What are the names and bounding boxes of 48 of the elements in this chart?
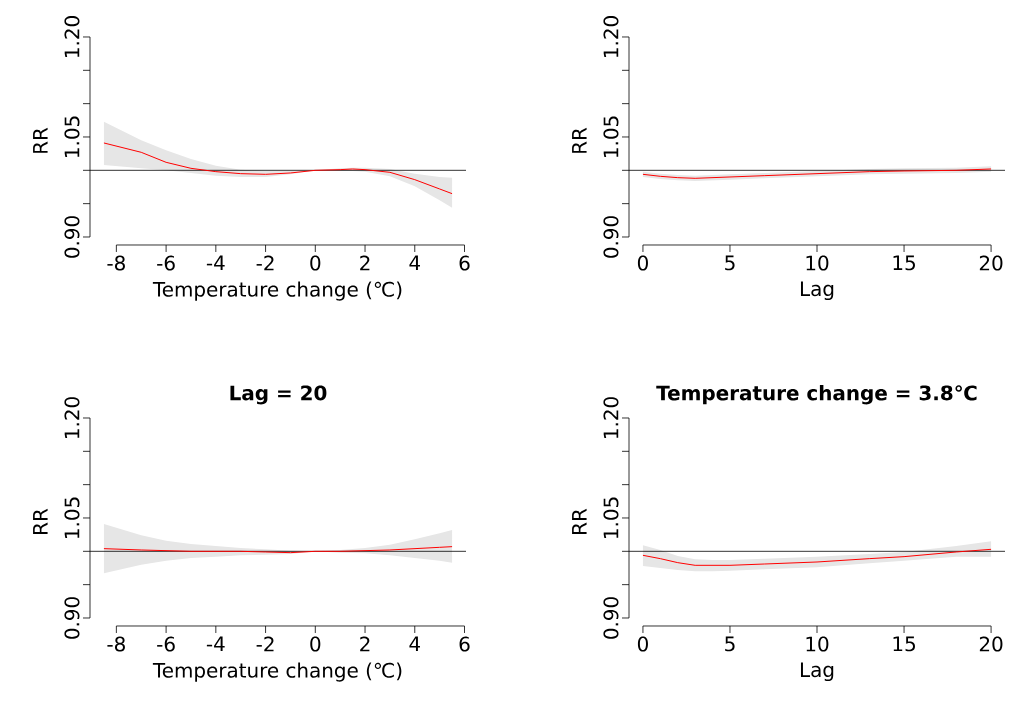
x-tick-label: 4	[409, 636, 420, 652]
x-axis-title: Temperature change (℃)	[152, 281, 402, 301]
y-axis-title: RR	[33, 127, 48, 153]
x-tick-label: 5	[725, 636, 735, 652]
y-tick-label: 0.90	[64, 597, 80, 639]
x-axis-title: Lag	[800, 281, 834, 301]
x-tick-label: 10	[806, 636, 829, 652]
y-tick-label: 1.05	[64, 116, 80, 157]
x-tick-label: -2	[256, 636, 274, 652]
x-tick-label: 0	[310, 255, 321, 271]
x-axis-title: Lag	[800, 662, 834, 682]
x-tick-label: 0	[637, 255, 648, 271]
x-tick-label: -4	[206, 255, 225, 271]
y-tick-label: 1.20	[64, 16, 80, 57]
y-tick-label: 1.05	[603, 497, 619, 538]
y-axis-title: RR	[572, 127, 587, 153]
y-tick-label: 1.20	[603, 397, 619, 438]
x-tick-label: 10	[806, 255, 829, 271]
x-tick-label: 5	[725, 255, 735, 271]
x-tick-label: 20	[979, 636, 1003, 652]
y-tick-label: 1.05	[603, 116, 619, 157]
y-axis-title: RR	[572, 508, 587, 534]
y-tick-label: 0.90	[603, 216, 619, 258]
x-tick-label: -2	[256, 255, 274, 271]
x-tick-label: -6	[157, 636, 175, 652]
x-tick-label: 0	[310, 636, 321, 652]
x-tick-label: 6	[459, 636, 470, 652]
x-tick-label: 2	[360, 255, 370, 271]
y-axis-title: RR	[33, 508, 48, 534]
y-tick-label: 1.20	[64, 397, 80, 438]
x-tick-label: -6	[157, 255, 175, 271]
y-tick-label: 0.90	[64, 216, 80, 258]
y-tick-label: 1.20	[603, 16, 619, 57]
x-tick-label: 15	[893, 636, 915, 652]
x-axis-title: Temperature change (℃)	[152, 662, 402, 682]
x-tick-label: -4	[206, 636, 225, 652]
x-tick-label: 20	[979, 255, 1003, 271]
x-tick-label: 6	[459, 255, 470, 271]
x-tick-label: 4	[409, 255, 420, 271]
x-tick-label: 15	[893, 255, 915, 271]
x-tick-label: 2	[360, 636, 370, 652]
x-tick-label: -8	[107, 636, 125, 652]
y-tick-label: 1.05	[64, 497, 80, 538]
chart-title: Temperature change = 3.8℃	[656, 385, 977, 405]
chart-title: Lag = 20	[230, 385, 327, 405]
x-tick-label: -8	[107, 255, 125, 271]
y-tick-label: 0.90	[603, 597, 619, 639]
x-tick-label: 0	[637, 636, 648, 652]
